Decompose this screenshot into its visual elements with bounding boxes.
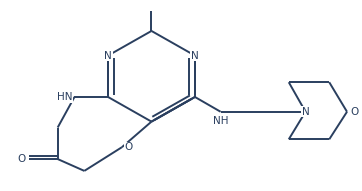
Text: N: N — [104, 51, 112, 61]
Text: O: O — [17, 154, 25, 164]
Text: N: N — [302, 107, 310, 117]
Text: NH: NH — [213, 117, 228, 126]
Text: O: O — [125, 142, 133, 152]
Text: HN: HN — [57, 92, 73, 102]
Text: O: O — [350, 107, 359, 117]
Text: N: N — [191, 51, 199, 61]
